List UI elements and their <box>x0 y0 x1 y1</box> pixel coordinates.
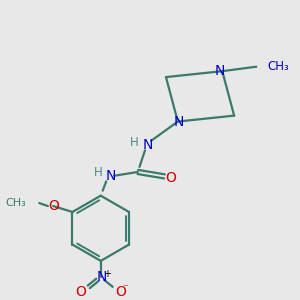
Text: ⁻: ⁻ <box>123 283 129 293</box>
Text: H: H <box>94 166 103 179</box>
Text: O: O <box>115 285 126 299</box>
Text: N: N <box>214 64 224 78</box>
Text: N: N <box>143 138 153 152</box>
Text: O: O <box>75 285 86 299</box>
Text: CH₃: CH₃ <box>5 198 26 208</box>
Text: N: N <box>174 115 184 129</box>
Text: H: H <box>130 136 139 149</box>
Text: O: O <box>48 199 59 213</box>
Text: N: N <box>106 169 116 183</box>
Text: +: + <box>103 268 111 279</box>
Text: O: O <box>165 171 176 185</box>
Text: CH₃: CH₃ <box>268 60 290 73</box>
Text: N: N <box>96 270 106 284</box>
